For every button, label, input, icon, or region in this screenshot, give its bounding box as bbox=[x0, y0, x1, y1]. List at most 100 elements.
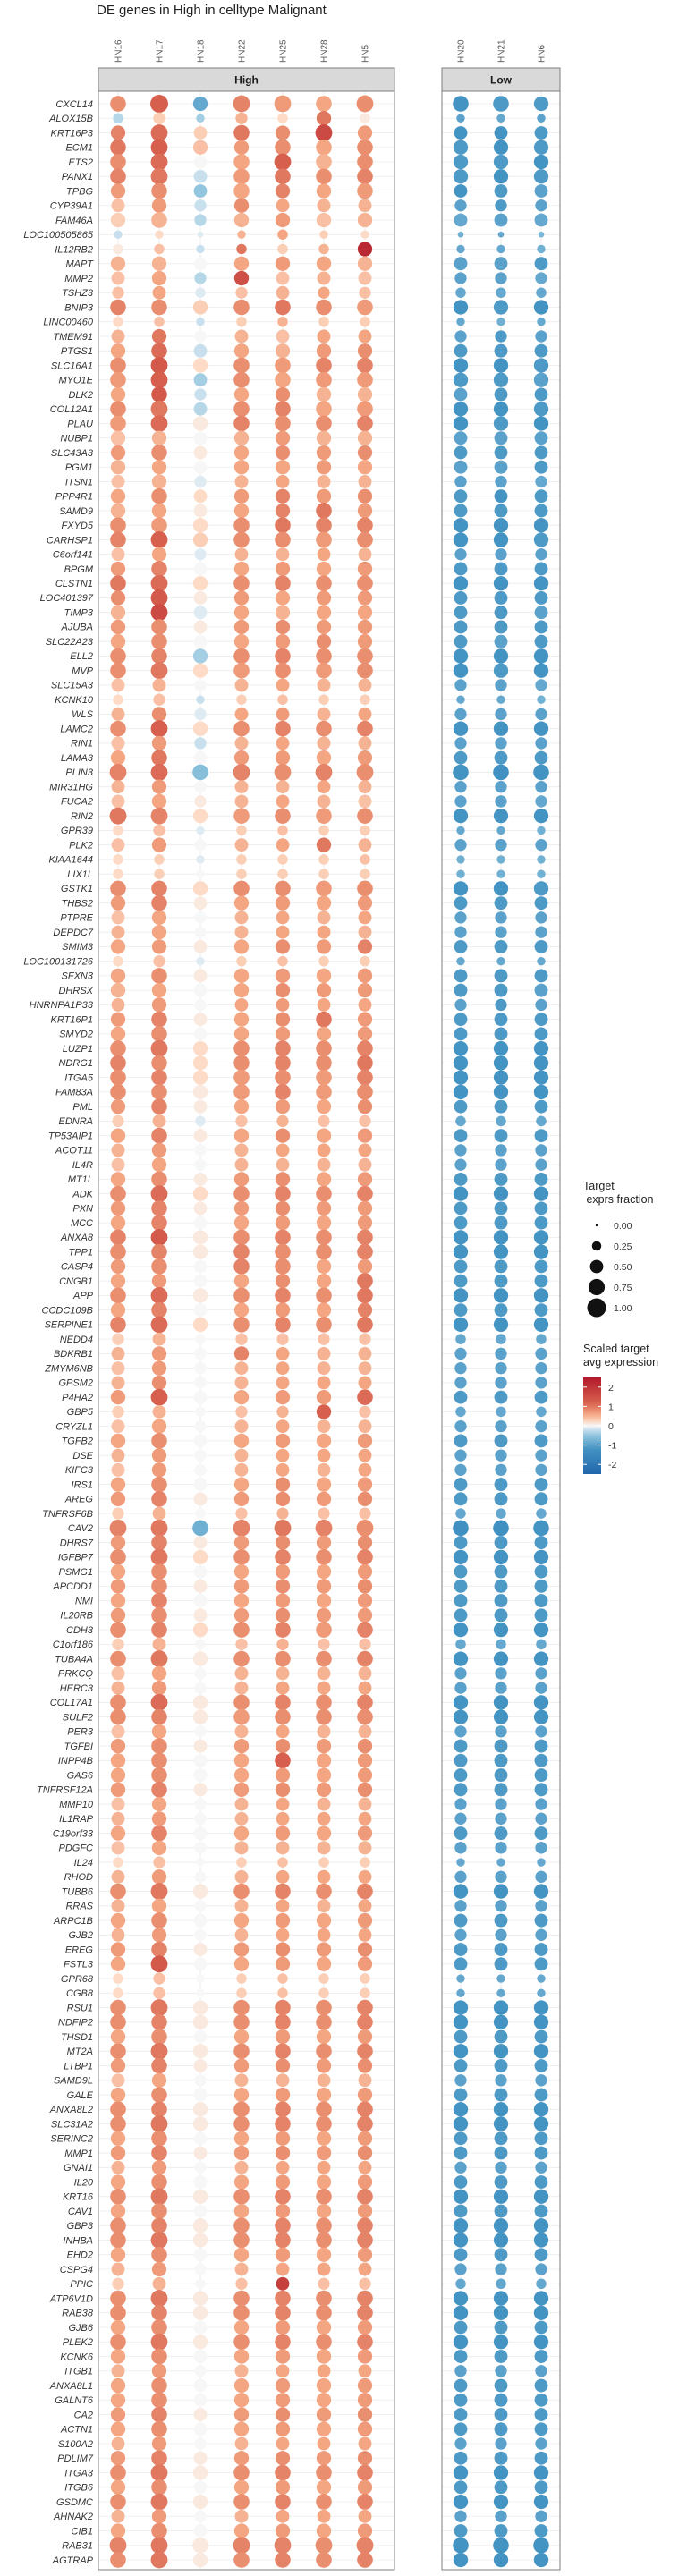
dot-GJB2-HN5 bbox=[358, 1928, 372, 1942]
dot-APP-HN21 bbox=[493, 1288, 509, 1303]
gene-label: COL17A1 bbox=[50, 1698, 93, 1708]
dot-IL20RB-HN28 bbox=[316, 1607, 332, 1623]
dot-MMP1-HN16 bbox=[110, 2145, 126, 2161]
gene-label: GSTK1 bbox=[61, 884, 93, 894]
dot-INHBA-HN25 bbox=[275, 2232, 291, 2249]
dot-SLC22A23-HN16 bbox=[110, 634, 126, 649]
dot-SMIM3-HN20 bbox=[454, 939, 468, 953]
dot-IL1RAP-HN17 bbox=[151, 1811, 167, 1826]
dot-PLK2-HN25 bbox=[276, 838, 290, 852]
dot-TMEM91-HN6 bbox=[535, 330, 547, 343]
dot-TPBG-HN18 bbox=[193, 184, 208, 198]
dot-GPSM2-HN16 bbox=[111, 1376, 125, 1390]
dot-GSDMC-HN5 bbox=[357, 2494, 373, 2510]
dot-LTBP1-HN28 bbox=[316, 2058, 332, 2073]
dot-TPBG-HN5 bbox=[357, 182, 373, 199]
dot-DLK2-HN5 bbox=[357, 386, 373, 402]
dot-ITGB1-HN22 bbox=[234, 2364, 249, 2378]
dot-FSTL3-HN5 bbox=[357, 1956, 373, 1971]
dot-CLSTN1-HN28 bbox=[316, 575, 332, 591]
dot-PRKCQ-HN20 bbox=[454, 1667, 467, 1680]
dot-INHBA-HN22 bbox=[233, 2232, 250, 2249]
dot-PANX1-HN16 bbox=[110, 168, 126, 185]
dot-HNRNPA1P33-HN20 bbox=[454, 998, 467, 1012]
dot-TSHZ3-HN6 bbox=[536, 287, 547, 298]
dot-CAV1-HN21 bbox=[494, 2204, 508, 2218]
dot-KRT16P1-HN6 bbox=[534, 1013, 548, 1027]
dot-MMP10-HN21 bbox=[495, 1798, 507, 1810]
dot-GJB2-HN16 bbox=[111, 1928, 125, 1942]
dot-CAV2-HN17 bbox=[150, 1519, 168, 1537]
dot-ADK-HN6 bbox=[533, 1186, 549, 1201]
dot-SMIM3-HN28 bbox=[316, 939, 332, 954]
dot-IRS1-HN18 bbox=[193, 1478, 208, 1492]
dot-ITGA5-HN16 bbox=[110, 1069, 126, 1086]
dot-GJB2-HN18 bbox=[194, 1928, 207, 1941]
dot-IRS1-HN28 bbox=[316, 1477, 332, 1492]
dot-EHD2-HN22 bbox=[233, 2247, 250, 2262]
gene-label: CRYZL1 bbox=[55, 1421, 93, 1432]
dot-C19orf33-HN16 bbox=[110, 1826, 126, 1841]
dot-TMEM91-HN16 bbox=[111, 329, 125, 343]
gene-label: RIN1 bbox=[71, 739, 93, 750]
dot-CA2-HN25 bbox=[275, 2407, 291, 2422]
dot-MYO1E-HN28 bbox=[316, 371, 332, 388]
dot-EDNRA-HN18 bbox=[195, 1115, 206, 1127]
dot-NUBP1-HN6 bbox=[534, 431, 548, 445]
dot-NEDD4-HN28 bbox=[318, 1333, 330, 1345]
dot-PPIC-HN25 bbox=[276, 2276, 290, 2291]
size-legend-dot bbox=[589, 1259, 604, 1274]
dot-SLC22A23-HN6 bbox=[534, 634, 548, 648]
dot-IL24-HN28 bbox=[318, 1857, 329, 1868]
dot-TNFRSF6B-HN25 bbox=[276, 1507, 289, 1520]
dot-PRKCQ-HN21 bbox=[495, 1667, 507, 1680]
dot-TIMP3-HN25 bbox=[275, 605, 291, 620]
dot-MT2A-HN17 bbox=[150, 2042, 168, 2060]
dot-ITGA5-HN6 bbox=[533, 1070, 549, 1085]
gene-label: MCC bbox=[71, 1218, 93, 1229]
dot-DHRS7-HN6 bbox=[534, 1536, 548, 1550]
dot-MMP1-HN5 bbox=[357, 2145, 373, 2161]
dot-MCC-HN22 bbox=[233, 1216, 250, 1231]
dot-IL12RB2-HN18 bbox=[196, 244, 205, 254]
dot-SAMD9L-HN28 bbox=[317, 2073, 331, 2088]
dot-PER3-HN20 bbox=[454, 1725, 467, 1738]
dot-FAM83A-HN28 bbox=[316, 1084, 332, 1100]
dot-CCDC109B-HN20 bbox=[454, 1303, 468, 1318]
dot-IL12RB2-HN21 bbox=[496, 244, 505, 254]
dot-SLC31A2-HN5 bbox=[357, 2115, 373, 2132]
dot-APP-HN18 bbox=[192, 1288, 208, 1303]
dot-DHRS7-HN22 bbox=[233, 1535, 250, 1550]
dot-CIB1-HN22 bbox=[233, 2523, 250, 2538]
dot-PANX1-HN17 bbox=[150, 167, 168, 185]
dot-GSTK1-HN20 bbox=[453, 881, 469, 896]
dot-AREG-HN20 bbox=[454, 1492, 468, 1506]
dot-INPP4B-HN20 bbox=[454, 1753, 468, 1767]
dot-ANXA8-HN6 bbox=[533, 1230, 549, 1245]
dot-PDGFC-HN22 bbox=[234, 1841, 249, 1855]
dot-ADK-HN28 bbox=[316, 1185, 332, 1202]
dot-PER3-HN6 bbox=[535, 1725, 547, 1738]
gene-label: MYO1E bbox=[58, 376, 93, 386]
dot-KIFC3-HN6 bbox=[535, 1463, 547, 1477]
dot-CIB1-HN20 bbox=[454, 2524, 468, 2538]
dot-ANXA8-HN28 bbox=[316, 1229, 332, 1246]
dot-MAPT-HN6 bbox=[534, 257, 548, 271]
dot-TNFRSF12A-HN17 bbox=[151, 1782, 167, 1798]
dot-COL17A1-HN20 bbox=[453, 1695, 469, 1710]
dot-ZMYM6NB-HN28 bbox=[317, 1361, 331, 1376]
dot-GSDMC-HN28 bbox=[316, 2494, 332, 2510]
dot-CCDC109B-HN6 bbox=[534, 1303, 548, 1318]
dot-NDFIP2-HN17 bbox=[151, 2014, 167, 2030]
dot-APCDD1-HN28 bbox=[316, 1579, 332, 1594]
dot-CLSTN1-HN17 bbox=[150, 574, 168, 592]
dot-CNGB1-HN20 bbox=[454, 1274, 468, 1288]
dot-PER3-HN21 bbox=[495, 1725, 507, 1738]
dot-ANXA8-HN17 bbox=[150, 1228, 168, 1246]
dot-KRT16P3-HN28 bbox=[315, 124, 333, 141]
gene-label: ARPC1B bbox=[53, 1916, 93, 1927]
dot-C1orf186-HN16 bbox=[112, 1638, 124, 1650]
dot-TSHZ3-HN16 bbox=[112, 286, 124, 299]
dot-MCC-HN18 bbox=[193, 1216, 208, 1230]
dot-GSDMC-HN18 bbox=[192, 2494, 208, 2510]
